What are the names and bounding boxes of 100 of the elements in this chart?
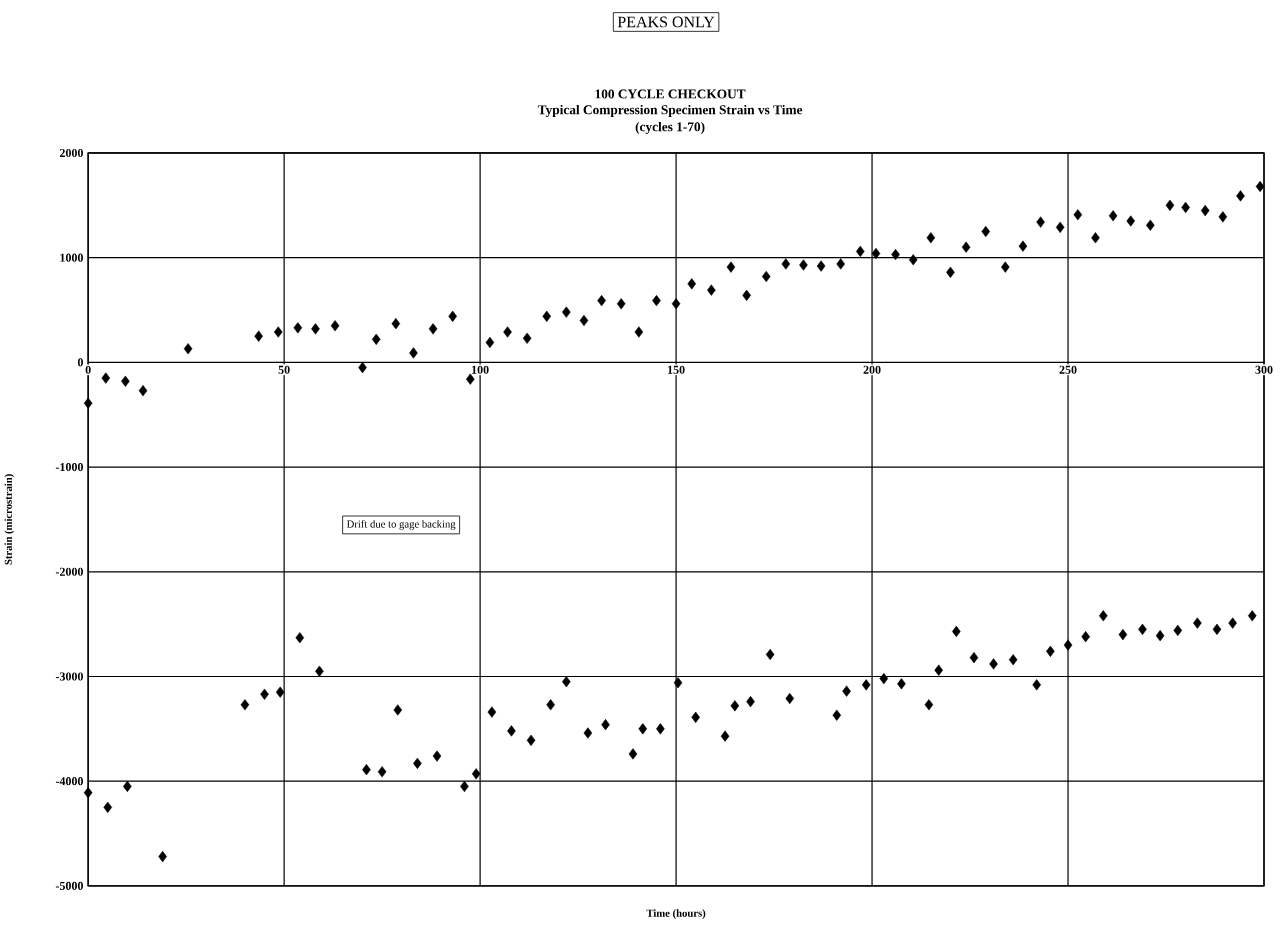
point [377,766,387,778]
point [522,332,532,344]
point [315,665,324,677]
x-axis-title: Time (hours) [646,909,706,919]
y-axis-title: Strain (microstrain) [4,474,15,565]
point [542,310,552,322]
y-tick-label: 2000 [59,148,83,158]
point [1146,219,1155,231]
point [1193,617,1202,629]
point [273,326,283,338]
point [183,343,193,355]
annotation: Drift due to gage backing [346,520,456,530]
point [597,295,606,307]
point [83,787,93,799]
point [1018,240,1028,252]
point [799,259,808,271]
point [616,298,626,310]
x-tick-label: 300 [1255,365,1273,374]
point [471,768,481,780]
point [934,664,943,676]
point [836,258,845,270]
y-tick-label: -1000 [55,463,83,472]
point [832,709,842,721]
point [101,372,111,384]
chart-subtitle: Typical Compression Specimen Strain vs Time [537,104,803,118]
point [673,677,683,689]
point [1091,232,1100,244]
point [961,241,971,253]
point [861,679,871,691]
point [466,373,475,385]
point [946,266,955,278]
point [871,247,881,260]
point [1247,610,1257,622]
point [687,278,697,290]
point [275,686,285,698]
point [358,362,367,374]
point [583,727,593,739]
point [1200,205,1210,217]
text: (cycles 1-70) [635,121,705,135]
point [1008,654,1018,666]
point [1173,624,1183,637]
point [1212,623,1222,636]
point [1218,211,1228,223]
point [485,336,495,349]
point [546,699,555,711]
point [720,730,730,742]
point [634,326,644,338]
point [897,678,906,690]
point [1108,210,1118,222]
point [562,676,571,688]
point [691,711,700,723]
point [652,295,661,307]
point [1126,215,1136,227]
point [579,314,589,327]
point [1118,629,1128,641]
point [842,685,851,697]
point [638,723,648,735]
point [330,320,340,332]
point [158,851,167,863]
y-tick-label: -4000 [55,777,83,786]
point [969,652,979,664]
point [1155,630,1165,642]
y-tick-label: -5000 [55,881,83,890]
point [240,699,250,711]
point [1165,199,1175,211]
point [295,632,305,644]
point [656,723,665,735]
point [503,326,512,338]
point [311,323,320,335]
point [428,323,438,335]
point [1236,190,1245,202]
point [371,333,381,346]
x-tick-label: 0 [85,365,91,374]
point [707,284,716,296]
point [761,270,771,283]
point [487,706,497,718]
y-tick-label: -3000 [55,672,83,681]
point [448,310,457,322]
point [765,648,775,661]
point [362,764,371,776]
point [138,385,148,397]
point [926,232,936,244]
point [83,397,93,409]
y-tick-label: 1000 [60,253,83,262]
point [989,658,998,670]
point [409,347,418,359]
point [1255,180,1265,193]
x-tick-label: 50 [278,365,290,374]
x-tick-label: 250 [1059,365,1077,374]
point [391,318,401,330]
x-tick-label: 150 [668,365,685,374]
point [781,258,791,270]
point [601,719,610,731]
point [924,699,934,711]
point [1099,610,1108,622]
point [1055,221,1065,233]
point [816,260,826,272]
point [393,704,403,716]
point [254,330,263,342]
point [562,306,571,318]
